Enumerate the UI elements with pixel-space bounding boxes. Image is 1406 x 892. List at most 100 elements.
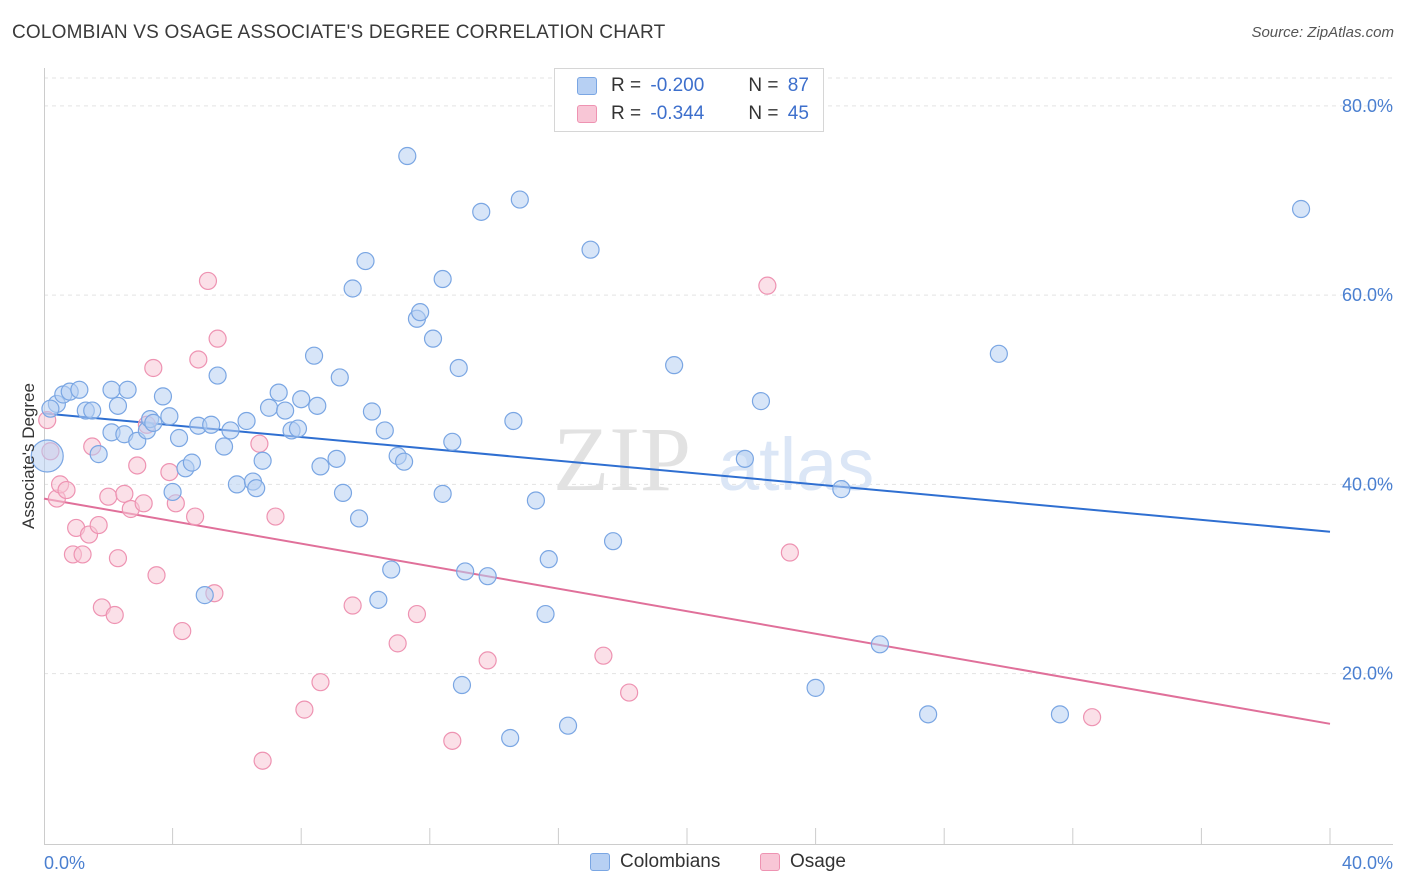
osage-point bbox=[407, 604, 427, 624]
osage-point bbox=[295, 700, 314, 719]
y-tick-label: 20.0% bbox=[1342, 664, 1393, 684]
osage-point bbox=[266, 507, 285, 526]
colombians-point bbox=[870, 635, 890, 654]
osage-point bbox=[1082, 708, 1102, 727]
colombians-point bbox=[751, 392, 771, 411]
osage-point bbox=[108, 549, 128, 568]
colombians-point bbox=[160, 407, 179, 426]
colombians-r-label: R = bbox=[611, 75, 642, 96]
osage-r-label: R = bbox=[611, 103, 642, 124]
colombians-point bbox=[735, 449, 754, 468]
colombians-point bbox=[362, 402, 382, 421]
colombians-point bbox=[603, 532, 623, 551]
y-tick-labels: 20.0% 40.0% 60.0% 80.0% bbox=[1342, 96, 1393, 684]
colombians-point bbox=[237, 411, 256, 431]
colombians-point bbox=[89, 445, 108, 464]
colombians-point bbox=[169, 428, 189, 448]
colombians-point bbox=[349, 509, 369, 528]
watermark-zip: ZIP bbox=[553, 408, 691, 510]
colombians-point bbox=[526, 491, 545, 510]
colombians-point bbox=[276, 401, 295, 420]
legend-item-osage: Osage bbox=[760, 851, 846, 873]
colombians-point bbox=[398, 146, 417, 166]
osage-point bbox=[758, 276, 777, 295]
legend-item-colombians: Colombians bbox=[590, 851, 720, 873]
colombians-n-value: 87 bbox=[787, 75, 809, 96]
colombians-point bbox=[108, 396, 128, 415]
trend-lines bbox=[43, 412, 1331, 725]
colombians-point bbox=[247, 479, 266, 498]
chart-title: COLOMBIAN VS OSAGE ASSOCIATE'S DEGREE CO… bbox=[12, 22, 666, 43]
grid-lines bbox=[44, 77, 1393, 675]
colombians-point bbox=[504, 411, 523, 431]
colombians-point bbox=[227, 475, 246, 494]
colombians-point bbox=[989, 344, 1008, 363]
colombians-point bbox=[214, 437, 234, 456]
stats-row-osage: R = -0.344 N = 45 bbox=[577, 100, 809, 128]
colombians-point bbox=[304, 346, 324, 365]
osage-points bbox=[38, 271, 1102, 770]
osage-point bbox=[105, 605, 124, 625]
colombians-point bbox=[665, 356, 684, 375]
colombians-point bbox=[182, 453, 201, 472]
colombians-point bbox=[208, 366, 227, 385]
colombians-point bbox=[269, 383, 288, 402]
osage-point bbox=[443, 731, 462, 750]
colombians-point bbox=[478, 567, 497, 586]
osage-trend-line bbox=[43, 497, 1331, 725]
colombians-point bbox=[288, 419, 308, 438]
osage-point bbox=[128, 456, 147, 475]
osage-point bbox=[208, 329, 227, 348]
colombians-point bbox=[343, 279, 362, 298]
y-axis-label: Associate's Degree bbox=[19, 383, 38, 529]
colombians-point bbox=[536, 604, 555, 624]
colombians-point bbox=[144, 413, 163, 432]
colombians-point bbox=[202, 415, 221, 434]
legend-colombians-swatch bbox=[590, 853, 610, 871]
colombians-point bbox=[221, 421, 240, 440]
colombians-swatch bbox=[577, 77, 597, 95]
colombians-point bbox=[433, 269, 452, 289]
osage-point bbox=[134, 494, 153, 513]
colombians-point bbox=[806, 678, 825, 697]
colombians-point bbox=[333, 483, 353, 503]
legend-osage-swatch bbox=[760, 853, 780, 871]
colombians-point bbox=[411, 303, 430, 322]
osage-point bbox=[594, 646, 613, 665]
colombians-point bbox=[452, 675, 472, 695]
colombians-point bbox=[153, 387, 173, 406]
colombians-point bbox=[311, 457, 330, 476]
watermark: ZIP atlas bbox=[553, 408, 874, 510]
colombians-point bbox=[163, 482, 182, 502]
colombians-point bbox=[539, 550, 558, 569]
osage-point bbox=[198, 271, 218, 291]
colombians-point bbox=[919, 705, 938, 724]
osage-point bbox=[478, 651, 497, 670]
colombians-point bbox=[259, 398, 279, 417]
colombians-point bbox=[456, 562, 475, 581]
legend-colombians-label: Colombians bbox=[620, 851, 721, 872]
colombians-point bbox=[308, 396, 327, 415]
osage-point bbox=[186, 507, 205, 526]
osage-point bbox=[343, 596, 362, 615]
osage-point bbox=[250, 434, 269, 453]
osage-point bbox=[89, 515, 108, 535]
stats-legend-box: R = -0.200 N = 87 R = -0.344 N = 45 bbox=[554, 68, 824, 132]
osage-point bbox=[311, 673, 330, 692]
colombians-point bbox=[433, 484, 452, 503]
osage-point bbox=[620, 683, 639, 702]
colombians-n-label: N = bbox=[748, 75, 779, 96]
colombians-point bbox=[369, 590, 388, 609]
colombians-point bbox=[330, 368, 349, 387]
osage-point bbox=[160, 462, 179, 482]
colombians-point bbox=[472, 202, 491, 221]
colombians-point bbox=[102, 380, 121, 399]
colombians-point bbox=[832, 480, 851, 499]
colombians-point bbox=[443, 432, 462, 451]
colombians-point bbox=[394, 452, 414, 471]
osage-r-value: -0.344 bbox=[650, 103, 705, 124]
colombians-points bbox=[30, 146, 1311, 748]
y-tick-label: 40.0% bbox=[1342, 474, 1393, 494]
colombians-point bbox=[327, 449, 346, 468]
osage-point bbox=[173, 621, 192, 641]
